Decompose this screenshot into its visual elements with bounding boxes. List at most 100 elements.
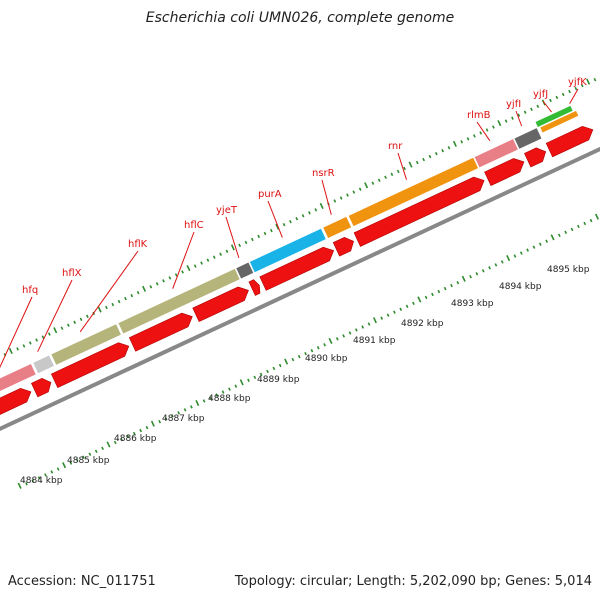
upper-tick-rail (8, 347, 13, 355)
lower-tick-rail (380, 316, 384, 320)
upper-tick-rail (403, 166, 406, 171)
lower-tick-rail (412, 301, 415, 306)
lower-tick-rail (443, 286, 447, 291)
gene-bar-hfq (0, 363, 37, 392)
lower-tick-rail (342, 334, 346, 338)
gene-label-yjfJ: yjfJ (533, 89, 548, 100)
kbp-label: 4895 kbp (547, 265, 590, 275)
upper-tick-rail (225, 249, 229, 253)
upper-tick-rail (346, 193, 349, 197)
upper-tick-rail (295, 217, 299, 221)
upper-tick-rail (523, 110, 527, 114)
upper-tick-rail (86, 314, 89, 319)
lower-tick-rail (431, 292, 434, 297)
gene-bar-purA (249, 227, 327, 274)
lower-tick-rail (190, 405, 193, 409)
gene-bar-yjfK (539, 110, 580, 134)
lower-tick-rail (56, 467, 60, 471)
upper-tick-rail (555, 95, 559, 100)
lower-tick-rail (304, 351, 307, 356)
lower-tick-rail (570, 227, 574, 232)
upper-tick-rail (314, 208, 318, 212)
lower-tick-rail (101, 446, 104, 451)
lower-tick-rail (372, 317, 377, 324)
lower-tick-rail (284, 358, 289, 365)
lower-tick-rail (164, 417, 168, 421)
upper-tick-rail (289, 219, 292, 224)
upper-tick-rail (270, 228, 273, 233)
lower-tick-rail (545, 239, 549, 243)
lower-tick-rail (228, 387, 231, 391)
gene-bar-nsrR (322, 216, 352, 239)
lower-tick-rail (393, 310, 396, 314)
upper-tick-rail (384, 175, 387, 180)
kbp-label: 4894 kbp (499, 282, 542, 292)
upper-tick-rail (504, 119, 508, 123)
upper-tick-rail (511, 116, 514, 120)
upper-tick-rail (339, 196, 343, 200)
lower-tick-rail (519, 251, 523, 255)
lower-tick-rail (106, 441, 111, 448)
upper-tick-rail (593, 77, 597, 82)
lower-tick-rail (221, 390, 225, 394)
lower-tick-rail (494, 263, 498, 267)
lower-tick-rail (259, 372, 263, 377)
gene-bar-hflC (117, 268, 241, 335)
upper-tick-rail (244, 240, 248, 245)
lower-tick-rail (139, 428, 142, 433)
cds-arrow (259, 246, 335, 291)
upper-tick-rail (530, 107, 533, 111)
upper-tick-rail (105, 305, 108, 310)
lower-tick-rail (361, 325, 365, 329)
cds-arrow (128, 312, 193, 352)
lower-tick-rail (253, 375, 257, 380)
kbp-label: 4885 kbp (67, 456, 110, 466)
upper-tick-rail (257, 234, 261, 239)
lower-tick-rail (310, 348, 314, 353)
lower-tick-rail (437, 289, 441, 294)
lower-tick-rail (564, 230, 568, 235)
upper-tick-rail (73, 320, 77, 324)
genome-backbone (0, 146, 600, 432)
gene-label-purA: purA (258, 189, 282, 200)
lower-tick-rail (278, 363, 282, 368)
cds-arrow (484, 158, 525, 186)
label-leader (397, 152, 408, 180)
lower-tick-rail (550, 234, 555, 241)
lower-tick-rail (62, 462, 67, 469)
cds-arrow (50, 342, 130, 388)
upper-tick-rail (263, 231, 267, 236)
lower-tick-rail (291, 357, 295, 362)
kbp-label: 4893 kbp (451, 299, 494, 309)
genome-rails (0, 75, 600, 489)
upper-tick-rail (219, 252, 222, 256)
gene-label-hflC: hflC (184, 220, 204, 231)
lower-tick-rail (354, 328, 358, 332)
upper-tick-rail (186, 265, 191, 272)
accession-text: Accession: NC_011751 (8, 574, 156, 589)
lower-tick-rail (316, 346, 320, 350)
lower-tick-rail (145, 425, 149, 430)
label-leader (515, 110, 523, 127)
upper-tick-rail (206, 258, 210, 262)
kbp-label: 4889 kbp (257, 375, 300, 385)
gene-label-hflX: hflX (62, 268, 82, 279)
upper-tick-rail (371, 181, 375, 185)
cds-arrow (332, 236, 354, 257)
lower-tick-rail (577, 224, 580, 229)
upper-tick-rail (364, 182, 369, 189)
upper-tick-rail (319, 202, 324, 210)
upper-tick-rail (53, 327, 58, 334)
gene-bar-rlmB (473, 138, 519, 169)
lower-tick-rail (532, 245, 536, 249)
kbp-label: 4887 kbp (162, 414, 205, 424)
lower-tick-rail (50, 470, 54, 474)
upper-tick-rail (301, 214, 305, 218)
upper-tick-rail (358, 187, 362, 191)
upper-tick-rail (466, 137, 470, 141)
lower-tick-rail (417, 296, 422, 303)
upper-tick-rail (230, 244, 235, 251)
lower-tick-rail (481, 269, 485, 273)
gene-label-yjfI: yjfI (506, 99, 521, 110)
upper-tick-rail (47, 332, 51, 336)
